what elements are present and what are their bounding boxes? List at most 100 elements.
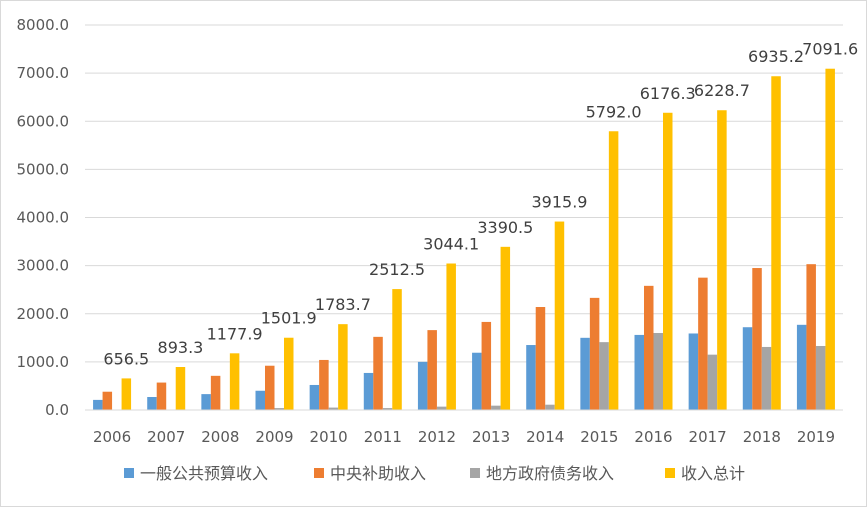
bar-3-2008 bbox=[229, 353, 240, 410]
bar-3-2009 bbox=[284, 337, 294, 410]
x-tick-label: 2010 bbox=[310, 428, 348, 446]
y-tick-label: 2000.0 bbox=[17, 305, 70, 323]
bar-2-2014 bbox=[545, 404, 555, 410]
legend-swatch bbox=[124, 468, 134, 478]
data-label: 6228.7 bbox=[694, 81, 750, 100]
y-tick-label: 6000.0 bbox=[17, 112, 70, 130]
bar-0-2018 bbox=[742, 327, 753, 410]
x-tick-label: 2019 bbox=[797, 428, 835, 446]
bar-0-2015 bbox=[580, 337, 590, 410]
bar-2-2015 bbox=[599, 342, 609, 410]
bar-3-2019 bbox=[825, 68, 835, 411]
bar-3-2011 bbox=[392, 289, 402, 410]
bar-0-2012 bbox=[417, 361, 428, 410]
x-tick-label: 2015 bbox=[580, 428, 618, 446]
x-tick-label: 2007 bbox=[147, 428, 185, 446]
legend: 一般公共预算收入 中央补助收入 地方政府债务收入 收入总计 bbox=[124, 464, 745, 483]
data-label: 7091.6 bbox=[802, 40, 858, 59]
data-label: 1501.9 bbox=[261, 309, 317, 328]
y-tick-label: 7000.0 bbox=[17, 64, 70, 82]
bar-0-2007 bbox=[147, 397, 157, 410]
bar-0-2006 bbox=[93, 399, 103, 410]
x-axis: 2006 2007 2008 2009 2010 2011 2012 2013 2014 2015… bbox=[85, 409, 843, 446]
bar-1-2018 bbox=[752, 268, 762, 410]
bar-2-2013 bbox=[491, 405, 501, 410]
legend-label: 一般公共预算收入 bbox=[140, 464, 268, 483]
bar-0-2017 bbox=[688, 333, 699, 410]
x-tick-label: 2013 bbox=[472, 428, 510, 446]
bar-3-2017 bbox=[717, 110, 727, 411]
bar-3-2015 bbox=[608, 131, 619, 410]
bar-1-2009 bbox=[265, 365, 275, 410]
bar-3-2007 bbox=[175, 367, 186, 410]
bar-1-2015 bbox=[589, 297, 600, 410]
bar-2-2018 bbox=[761, 346, 772, 410]
y-tick-label: 0.0 bbox=[45, 401, 69, 419]
data-label: 2512.5 bbox=[369, 260, 425, 279]
legend-swatch bbox=[665, 468, 675, 478]
legend-swatch bbox=[470, 468, 480, 478]
y-axis: 0.0 1000.0 2000.0 3000.0 4000.0 5000.0 6000.0 7… bbox=[17, 16, 70, 419]
bar-3-2014 bbox=[554, 221, 565, 410]
bar-1-2007 bbox=[156, 382, 167, 410]
data-label: 5792.0 bbox=[586, 102, 642, 121]
bars bbox=[93, 68, 835, 411]
x-tick-label: 2018 bbox=[743, 428, 781, 446]
bar-3-2013 bbox=[500, 246, 511, 410]
bar-0-2009 bbox=[255, 390, 265, 410]
bar-3-2006 bbox=[121, 378, 132, 410]
data-label: 6176.3 bbox=[640, 84, 696, 103]
bar-3-2012 bbox=[446, 263, 456, 410]
bar-0-2010 bbox=[309, 384, 320, 410]
x-tick-label: 2011 bbox=[364, 428, 402, 446]
x-tick-label: 2014 bbox=[526, 428, 564, 446]
data-label: 3044.1 bbox=[423, 235, 479, 254]
x-tick-label: 2012 bbox=[418, 428, 456, 446]
legend-swatch bbox=[314, 468, 324, 478]
data-label: 656.5 bbox=[103, 349, 149, 368]
bar-1-2006 bbox=[102, 391, 113, 410]
bar-2-2019 bbox=[815, 345, 826, 410]
bar-2-2009 bbox=[274, 408, 284, 410]
bar-2-2016 bbox=[653, 333, 663, 410]
bar-1-2019 bbox=[806, 264, 816, 410]
bar-1-2017 bbox=[698, 277, 708, 410]
y-tick-label: 4000.0 bbox=[17, 209, 70, 227]
bar-3-2018 bbox=[771, 76, 781, 410]
bar-1-2010 bbox=[319, 359, 329, 410]
data-label: 3915.9 bbox=[531, 193, 587, 212]
legend-label: 地方政府债务收入 bbox=[486, 464, 614, 483]
x-tick-label: 2016 bbox=[634, 428, 672, 446]
data-label: 893.3 bbox=[158, 338, 204, 357]
bar-1-2012 bbox=[427, 330, 437, 410]
bar-0-2008 bbox=[201, 394, 211, 410]
bar-0-2014 bbox=[526, 345, 536, 410]
bar-0-2019 bbox=[796, 324, 807, 410]
bar-3-2010 bbox=[338, 324, 348, 410]
y-tick-label: 1000.0 bbox=[17, 353, 70, 371]
bar-2-2012 bbox=[436, 406, 447, 410]
bar-1-2016 bbox=[644, 285, 654, 410]
y-tick-label: 5000.0 bbox=[17, 160, 70, 178]
legend-label: 收入总计 bbox=[681, 464, 745, 483]
x-tick-label: 2008 bbox=[201, 428, 239, 446]
bar-0-2011 bbox=[363, 372, 374, 410]
data-label: 3390.5 bbox=[477, 218, 533, 237]
bar-1-2011 bbox=[373, 336, 383, 410]
gridlines bbox=[85, 24, 843, 411]
x-tick-label: 2017 bbox=[689, 428, 727, 446]
y-tick-label: 8000.0 bbox=[17, 16, 70, 34]
bar-2-2010 bbox=[328, 407, 339, 410]
bar-0-2013 bbox=[472, 352, 482, 410]
bar-1-2014 bbox=[535, 307, 546, 410]
bar-1-2008 bbox=[210, 375, 221, 410]
x-tick-label: 2009 bbox=[255, 428, 293, 446]
bar-0-2016 bbox=[634, 334, 644, 410]
data-label: 1177.9 bbox=[207, 324, 263, 343]
bar-2-2011 bbox=[382, 408, 393, 410]
x-tick-label: 2006 bbox=[93, 428, 131, 446]
data-label: 1783.7 bbox=[315, 295, 371, 314]
